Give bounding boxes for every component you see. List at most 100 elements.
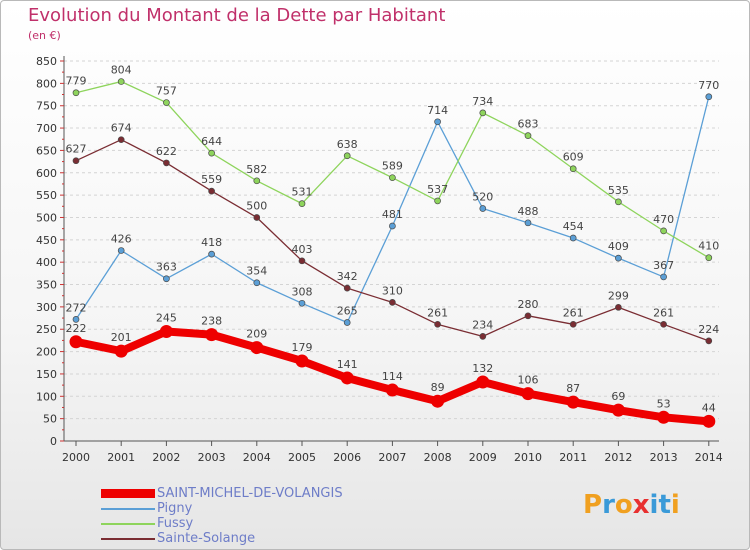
data-point [657, 410, 671, 424]
y-tick-label: 750 [36, 100, 57, 113]
data-point [163, 99, 170, 106]
y-tick-label: 400 [36, 256, 57, 269]
data-point [253, 214, 261, 221]
data-point [566, 395, 580, 409]
data-label: 757 [156, 85, 177, 98]
data-point [163, 275, 170, 283]
data-label: 141 [337, 358, 358, 371]
legend-item: Pigny [101, 501, 343, 516]
data-label: 644 [201, 135, 222, 148]
data-point [611, 403, 625, 417]
y-tick-label: 150 [36, 368, 57, 381]
y-tick-label: 850 [36, 55, 57, 68]
logo-letter: o [614, 490, 633, 520]
data-point [479, 333, 487, 340]
data-label: 261 [427, 306, 448, 319]
data-label: 426 [111, 233, 132, 246]
data-point [434, 118, 441, 126]
data-label: 132 [472, 362, 493, 375]
data-label: 363 [156, 261, 177, 274]
data-label: 674 [111, 122, 132, 135]
logo-letter: i [649, 490, 659, 520]
data-label: 409 [608, 240, 629, 253]
x-tick-label: 2009 [469, 451, 497, 464]
y-tick-label: 0 [50, 435, 57, 448]
y-tick-label: 700 [36, 122, 57, 135]
data-point [117, 78, 125, 85]
data-point [208, 187, 215, 195]
y-tick-label: 300 [36, 301, 57, 314]
data-point [434, 197, 441, 205]
data-point [705, 337, 713, 345]
data-label: 454 [563, 220, 584, 233]
data-point [615, 254, 622, 262]
data-label: 106 [518, 374, 539, 387]
data-label: 234 [472, 318, 493, 331]
data-label: 582 [246, 163, 267, 176]
y-tick-label: 650 [36, 144, 57, 157]
data-label: 69 [611, 390, 625, 403]
data-point [705, 93, 713, 101]
data-point [389, 299, 396, 306]
y-tick-label: 250 [36, 323, 57, 336]
x-tick-label: 2004 [243, 451, 271, 464]
data-label: 209 [246, 328, 267, 341]
chart-unit: (en €) [28, 29, 61, 42]
logo-letter: r [602, 490, 615, 520]
data-label: 224 [698, 323, 719, 336]
x-tick-label: 2001 [107, 451, 135, 464]
data-point [343, 284, 351, 292]
y-tick-label: 500 [36, 211, 57, 224]
data-point [389, 222, 396, 230]
logo-letter: i [670, 490, 680, 520]
logo-letter: t [658, 490, 671, 520]
data-point [298, 257, 306, 265]
data-label: 222 [66, 322, 87, 335]
data-point [72, 157, 80, 165]
data-label: 403 [292, 243, 313, 256]
x-tick-label: 2006 [333, 451, 361, 464]
data-point [253, 279, 261, 287]
x-tick-label: 2002 [152, 451, 180, 464]
data-label: 87 [566, 382, 580, 395]
x-tick-label: 2000 [62, 451, 90, 464]
data-point [72, 316, 80, 323]
data-point [702, 414, 716, 428]
data-label: 500 [246, 199, 267, 212]
data-point [479, 109, 487, 117]
data-point [705, 254, 713, 262]
data-point [569, 165, 577, 173]
y-tick-label: 350 [36, 279, 57, 292]
proxiti-logo: Proxiti [583, 490, 680, 520]
data-point [524, 219, 532, 227]
legend-item: SAINT-MICHEL-DE-VOLANGIS [101, 486, 343, 501]
data-label: 520 [472, 191, 493, 204]
data-point [208, 149, 215, 157]
data-point [389, 174, 396, 182]
legend-label: Sainte-Solange [157, 531, 256, 546]
logo-letter: x [632, 490, 650, 520]
data-label: 280 [518, 298, 539, 311]
data-label: 265 [337, 305, 358, 318]
data-label: 261 [563, 306, 584, 319]
x-tick-label: 2003 [198, 451, 226, 464]
data-point [340, 371, 354, 385]
data-label: 531 [292, 186, 313, 199]
data-point [295, 354, 309, 368]
data-label: 89 [431, 381, 445, 394]
legend-swatch [101, 489, 155, 498]
data-label: 627 [66, 143, 87, 156]
legend-item: Sainte-Solange [101, 531, 343, 546]
x-tick-label: 2005 [288, 451, 316, 464]
x-tick-label: 2013 [650, 451, 678, 464]
data-label: 114 [382, 370, 403, 383]
data-point [434, 320, 441, 328]
data-label: 53 [657, 397, 671, 410]
data-point [660, 273, 667, 281]
data-label: 714 [427, 104, 448, 117]
data-point [660, 227, 667, 235]
data-label: 261 [653, 306, 674, 319]
data-label: 589 [382, 160, 403, 173]
